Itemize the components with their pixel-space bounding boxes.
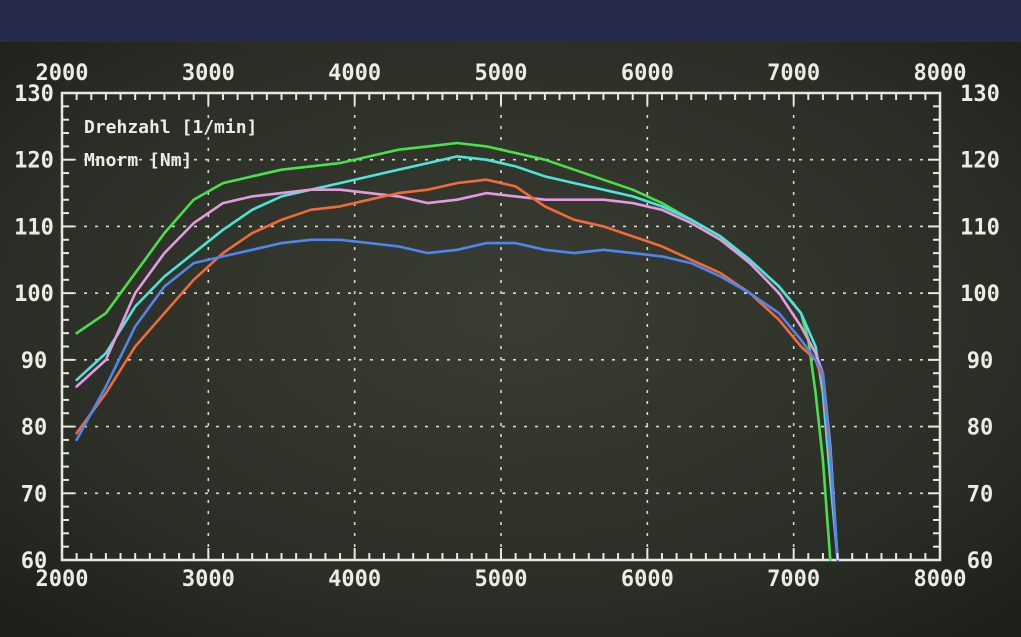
- display-background: [0, 42, 1021, 637]
- y-tick-label-left: 70: [21, 482, 48, 507]
- y-tick-label-right: 60: [967, 549, 994, 574]
- series-line-5: [75, 238, 839, 562]
- legend-line-drehzahl: Drehzahl [1/min]: [84, 117, 257, 138]
- x-tick-label-top: 2000: [36, 61, 89, 86]
- x-tick-label-top: 4000: [328, 61, 381, 86]
- legend-line-mnorm: Mnorm [Nm]: [84, 150, 192, 171]
- y-tick-label-left: 130: [14, 82, 54, 107]
- y-tick-label-left: 110: [14, 215, 54, 240]
- y-tick-label-left: 100: [14, 282, 54, 307]
- y-tick-label-right: 110: [960, 215, 1000, 240]
- x-tick-label-bottom: 8000: [914, 567, 967, 592]
- series-lines: [75, 141, 839, 562]
- grid-lines: [62, 93, 940, 560]
- series-line-2: [75, 155, 839, 562]
- x-tick-label-bottom: 3000: [182, 567, 235, 592]
- x-tick-label-bottom: 7000: [767, 567, 820, 592]
- y-tick-label-left: 120: [14, 149, 54, 174]
- y-tick-label-left: 80: [21, 416, 48, 441]
- y-tick-label-right: 90: [967, 349, 994, 374]
- x-tick-label-top: 5000: [475, 61, 528, 86]
- x-tick-label-top: 3000: [182, 61, 235, 86]
- x-tick-label-bottom: 2000: [36, 567, 89, 592]
- y-tick-label-left: 60: [21, 549, 48, 574]
- y-tick-label-right: 80: [967, 416, 994, 441]
- y-tick-label-left: 90: [21, 349, 48, 374]
- x-tick-label-top: 7000: [767, 61, 820, 86]
- x-tick-label-top: 8000: [914, 61, 967, 86]
- x-tick-label-bottom: 6000: [621, 567, 674, 592]
- legend: Drehzahl [1/min] Mnorm [Nm]: [84, 117, 257, 171]
- x-tick-label-top: 6000: [621, 61, 674, 86]
- y-tick-label-right: 120: [960, 149, 1000, 174]
- series-line-3: [75, 188, 839, 562]
- x-tick-label-bottom: 4000: [328, 567, 381, 592]
- x-tick-label-bottom: 5000: [475, 567, 528, 592]
- y-tick-label-right: 70: [967, 482, 994, 507]
- y-tick-label-right: 100: [960, 282, 1000, 307]
- y-tick-label-right: 130: [960, 82, 1000, 107]
